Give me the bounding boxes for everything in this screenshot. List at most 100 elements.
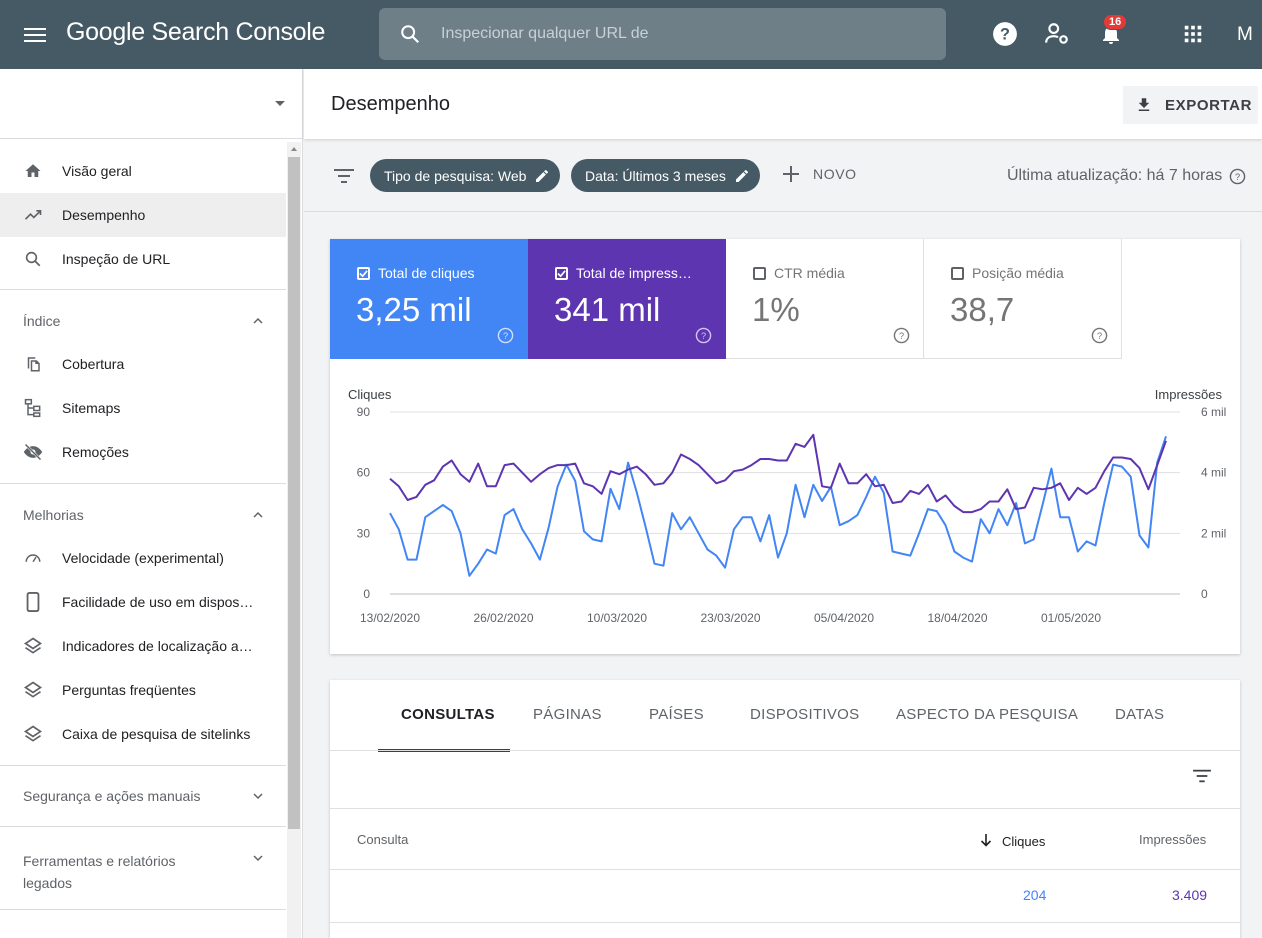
divider bbox=[330, 922, 1240, 923]
filter-chip-search-type[interactable]: Tipo de pesquisa: Web bbox=[370, 159, 561, 192]
export-button[interactable]: EXPORTAR bbox=[1123, 86, 1258, 124]
phone-icon bbox=[23, 592, 43, 612]
left-tick-label: 0 bbox=[363, 587, 370, 601]
section-title-line: legados bbox=[23, 875, 73, 891]
apps-grid-icon[interactable] bbox=[1179, 20, 1207, 48]
last-update: Última atualização: há 7 horas ? bbox=[1007, 167, 1246, 185]
metric-avg-ctr[interactable]: CTR média 1% ? bbox=[726, 239, 924, 359]
section-title-enhancements[interactable]: Melhorias bbox=[23, 507, 84, 523]
help-outline-icon[interactable]: ? bbox=[1091, 327, 1108, 344]
user-settings-icon[interactable] bbox=[1043, 20, 1071, 48]
menu-icon[interactable] bbox=[22, 24, 48, 46]
metric-label: CTR média bbox=[753, 265, 845, 281]
x-tick-label: 23/03/2020 bbox=[700, 611, 760, 625]
sidebar-scrollbar[interactable] bbox=[287, 142, 301, 938]
right-axis-label: Impressões bbox=[1154, 387, 1222, 402]
edit-pencil-icon bbox=[536, 169, 549, 182]
metric-avg-position[interactable]: Posição média 38,7 ? bbox=[924, 239, 1122, 359]
sidebar-item-mobile-usability[interactable]: Facilidade de uso em dispos… bbox=[0, 580, 286, 624]
metric-label: Total de cliques bbox=[357, 265, 475, 281]
filter-chip-date[interactable]: Data: Últimos 3 meses bbox=[571, 159, 760, 192]
home-icon bbox=[23, 161, 43, 181]
scrollbar-thumb[interactable] bbox=[288, 157, 300, 829]
column-header-clicks[interactable]: Cliques bbox=[980, 830, 1045, 849]
tab-dates[interactable]: DATAS bbox=[1115, 706, 1165, 723]
sitemap-icon bbox=[23, 398, 43, 418]
property-selector[interactable] bbox=[0, 69, 302, 139]
tab-countries[interactable]: PAÍSES bbox=[649, 706, 704, 723]
metric-total-impressions[interactable]: Total de impress… 341 mil ? bbox=[528, 239, 726, 359]
help-outline-icon[interactable]: ? bbox=[893, 327, 910, 344]
sidebar-item-sitelinks-searchbox[interactable]: Caixa de pesquisa de sitelinks bbox=[0, 712, 286, 756]
layers-icon bbox=[23, 724, 43, 744]
help-outline-icon[interactable]: ? bbox=[1229, 168, 1246, 185]
x-tick-label: 05/04/2020 bbox=[814, 611, 874, 625]
divider bbox=[0, 909, 286, 910]
sidebar-item-removals[interactable]: Remoções bbox=[0, 430, 286, 474]
sidebar-item-url-inspection[interactable]: Inspeção de URL bbox=[0, 237, 286, 281]
trending-up-icon bbox=[23, 205, 43, 225]
results-table-card: CONSULTAS PÁGINAS PAÍSES DISPOSITIVOS AS… bbox=[330, 680, 1240, 938]
new-filter-button[interactable]: NOVO bbox=[782, 165, 857, 183]
search-input[interactable] bbox=[441, 25, 901, 43]
sidebar-item-label: Perguntas freqüentes bbox=[62, 682, 196, 698]
edit-pencil-icon bbox=[735, 169, 748, 182]
tab-pages[interactable]: PÁGINAS bbox=[533, 706, 602, 723]
table-row[interactable]: 204 3.409 bbox=[330, 870, 1240, 922]
help-outline-icon[interactable]: ? bbox=[695, 327, 712, 344]
sidebar-item-overview[interactable]: Visão geral bbox=[0, 149, 286, 193]
help-outline-icon[interactable]: ? bbox=[497, 327, 514, 344]
divider bbox=[0, 483, 286, 484]
section-title-line: Ferramentas e relatórios bbox=[23, 853, 176, 869]
divider bbox=[330, 869, 1240, 870]
sidebar-item-coverage[interactable]: Cobertura bbox=[0, 342, 286, 386]
table-filter-icon[interactable] bbox=[1192, 768, 1212, 784]
url-inspection-search[interactable] bbox=[379, 8, 946, 60]
sidebar-item-label: Inspeção de URL bbox=[62, 251, 171, 267]
chevron-up-icon[interactable] bbox=[252, 315, 264, 327]
section-title-security[interactable]: Segurança e ações manuais bbox=[23, 788, 201, 804]
sidebar-item-speed[interactable]: Velocidade (experimental) bbox=[0, 536, 286, 580]
checkbox-checked-icon[interactable] bbox=[357, 266, 370, 280]
checkbox-unchecked-icon[interactable] bbox=[753, 266, 766, 280]
filter-icon[interactable] bbox=[333, 167, 355, 185]
page-title: Desempenho bbox=[331, 93, 450, 115]
sidebar-item-performance[interactable]: Desempenho bbox=[0, 193, 286, 237]
sidebar-item-faq[interactable]: Perguntas freqüentes bbox=[0, 668, 286, 712]
column-header-impressions[interactable]: Impressões bbox=[1139, 832, 1207, 847]
chevron-down-icon[interactable] bbox=[252, 852, 264, 864]
sidebar: Visão geral Desempenho Inspeção de URL Í… bbox=[0, 69, 303, 938]
checkbox-checked-icon[interactable] bbox=[555, 266, 568, 280]
tab-queries[interactable]: CONSULTAS bbox=[401, 706, 495, 723]
metric-value: 38,7 bbox=[950, 291, 1015, 328]
checkbox-unchecked-icon[interactable] bbox=[951, 266, 964, 280]
section-title-legacy-tools[interactable]: Ferramentas e relatórios legados bbox=[23, 850, 176, 894]
metric-value: 3,25 mil bbox=[356, 291, 472, 328]
performance-line-chart[interactable]: 90 6 mil 60 4 mil 30 2 mil 0 0 13/02/2020 26/02/2… bbox=[330, 394, 1240, 664]
page-header: Desempenho EXPORTAR bbox=[304, 69, 1262, 139]
download-icon bbox=[1138, 98, 1150, 111]
sidebar-item-sitemaps[interactable]: Sitemaps bbox=[0, 386, 286, 430]
scroll-up-arrow-icon[interactable] bbox=[291, 147, 297, 151]
sidebar-item-label: Cobertura bbox=[62, 356, 125, 372]
chevron-up-icon[interactable] bbox=[252, 509, 264, 521]
tab-search-appearance[interactable]: ASPECTO DA PESQUISA bbox=[896, 706, 1079, 723]
account-avatar[interactable]: M bbox=[1237, 24, 1253, 45]
metric-total-clicks[interactable]: Total de cliques 3,25 mil ? bbox=[330, 239, 528, 359]
app-logo[interactable]: Google Search Console bbox=[66, 18, 326, 46]
divider bbox=[330, 750, 1240, 751]
divider bbox=[0, 765, 286, 766]
sidebar-item-label: Indicadores de localização a… bbox=[62, 638, 253, 654]
column-header-query[interactable]: Consulta bbox=[357, 832, 409, 847]
help-icon[interactable]: ? bbox=[991, 20, 1019, 48]
sidebar-item-breadcrumbs[interactable]: Indicadores de localização a… bbox=[0, 624, 286, 668]
right-tick-label: 0 bbox=[1201, 587, 1208, 601]
section-title-index[interactable]: Índice bbox=[23, 313, 61, 329]
divider bbox=[0, 826, 286, 827]
performance-card: Total de cliques 3,25 mil ? Total de imp… bbox=[330, 239, 1240, 654]
svg-text:?: ? bbox=[701, 331, 706, 341]
top-app-bar: Google Search Console ? 16 M bbox=[0, 0, 1262, 69]
x-tick-label: 13/02/2020 bbox=[360, 611, 420, 625]
tab-devices[interactable]: DISPOSITIVOS bbox=[750, 706, 860, 723]
chevron-down-icon[interactable] bbox=[252, 790, 264, 802]
